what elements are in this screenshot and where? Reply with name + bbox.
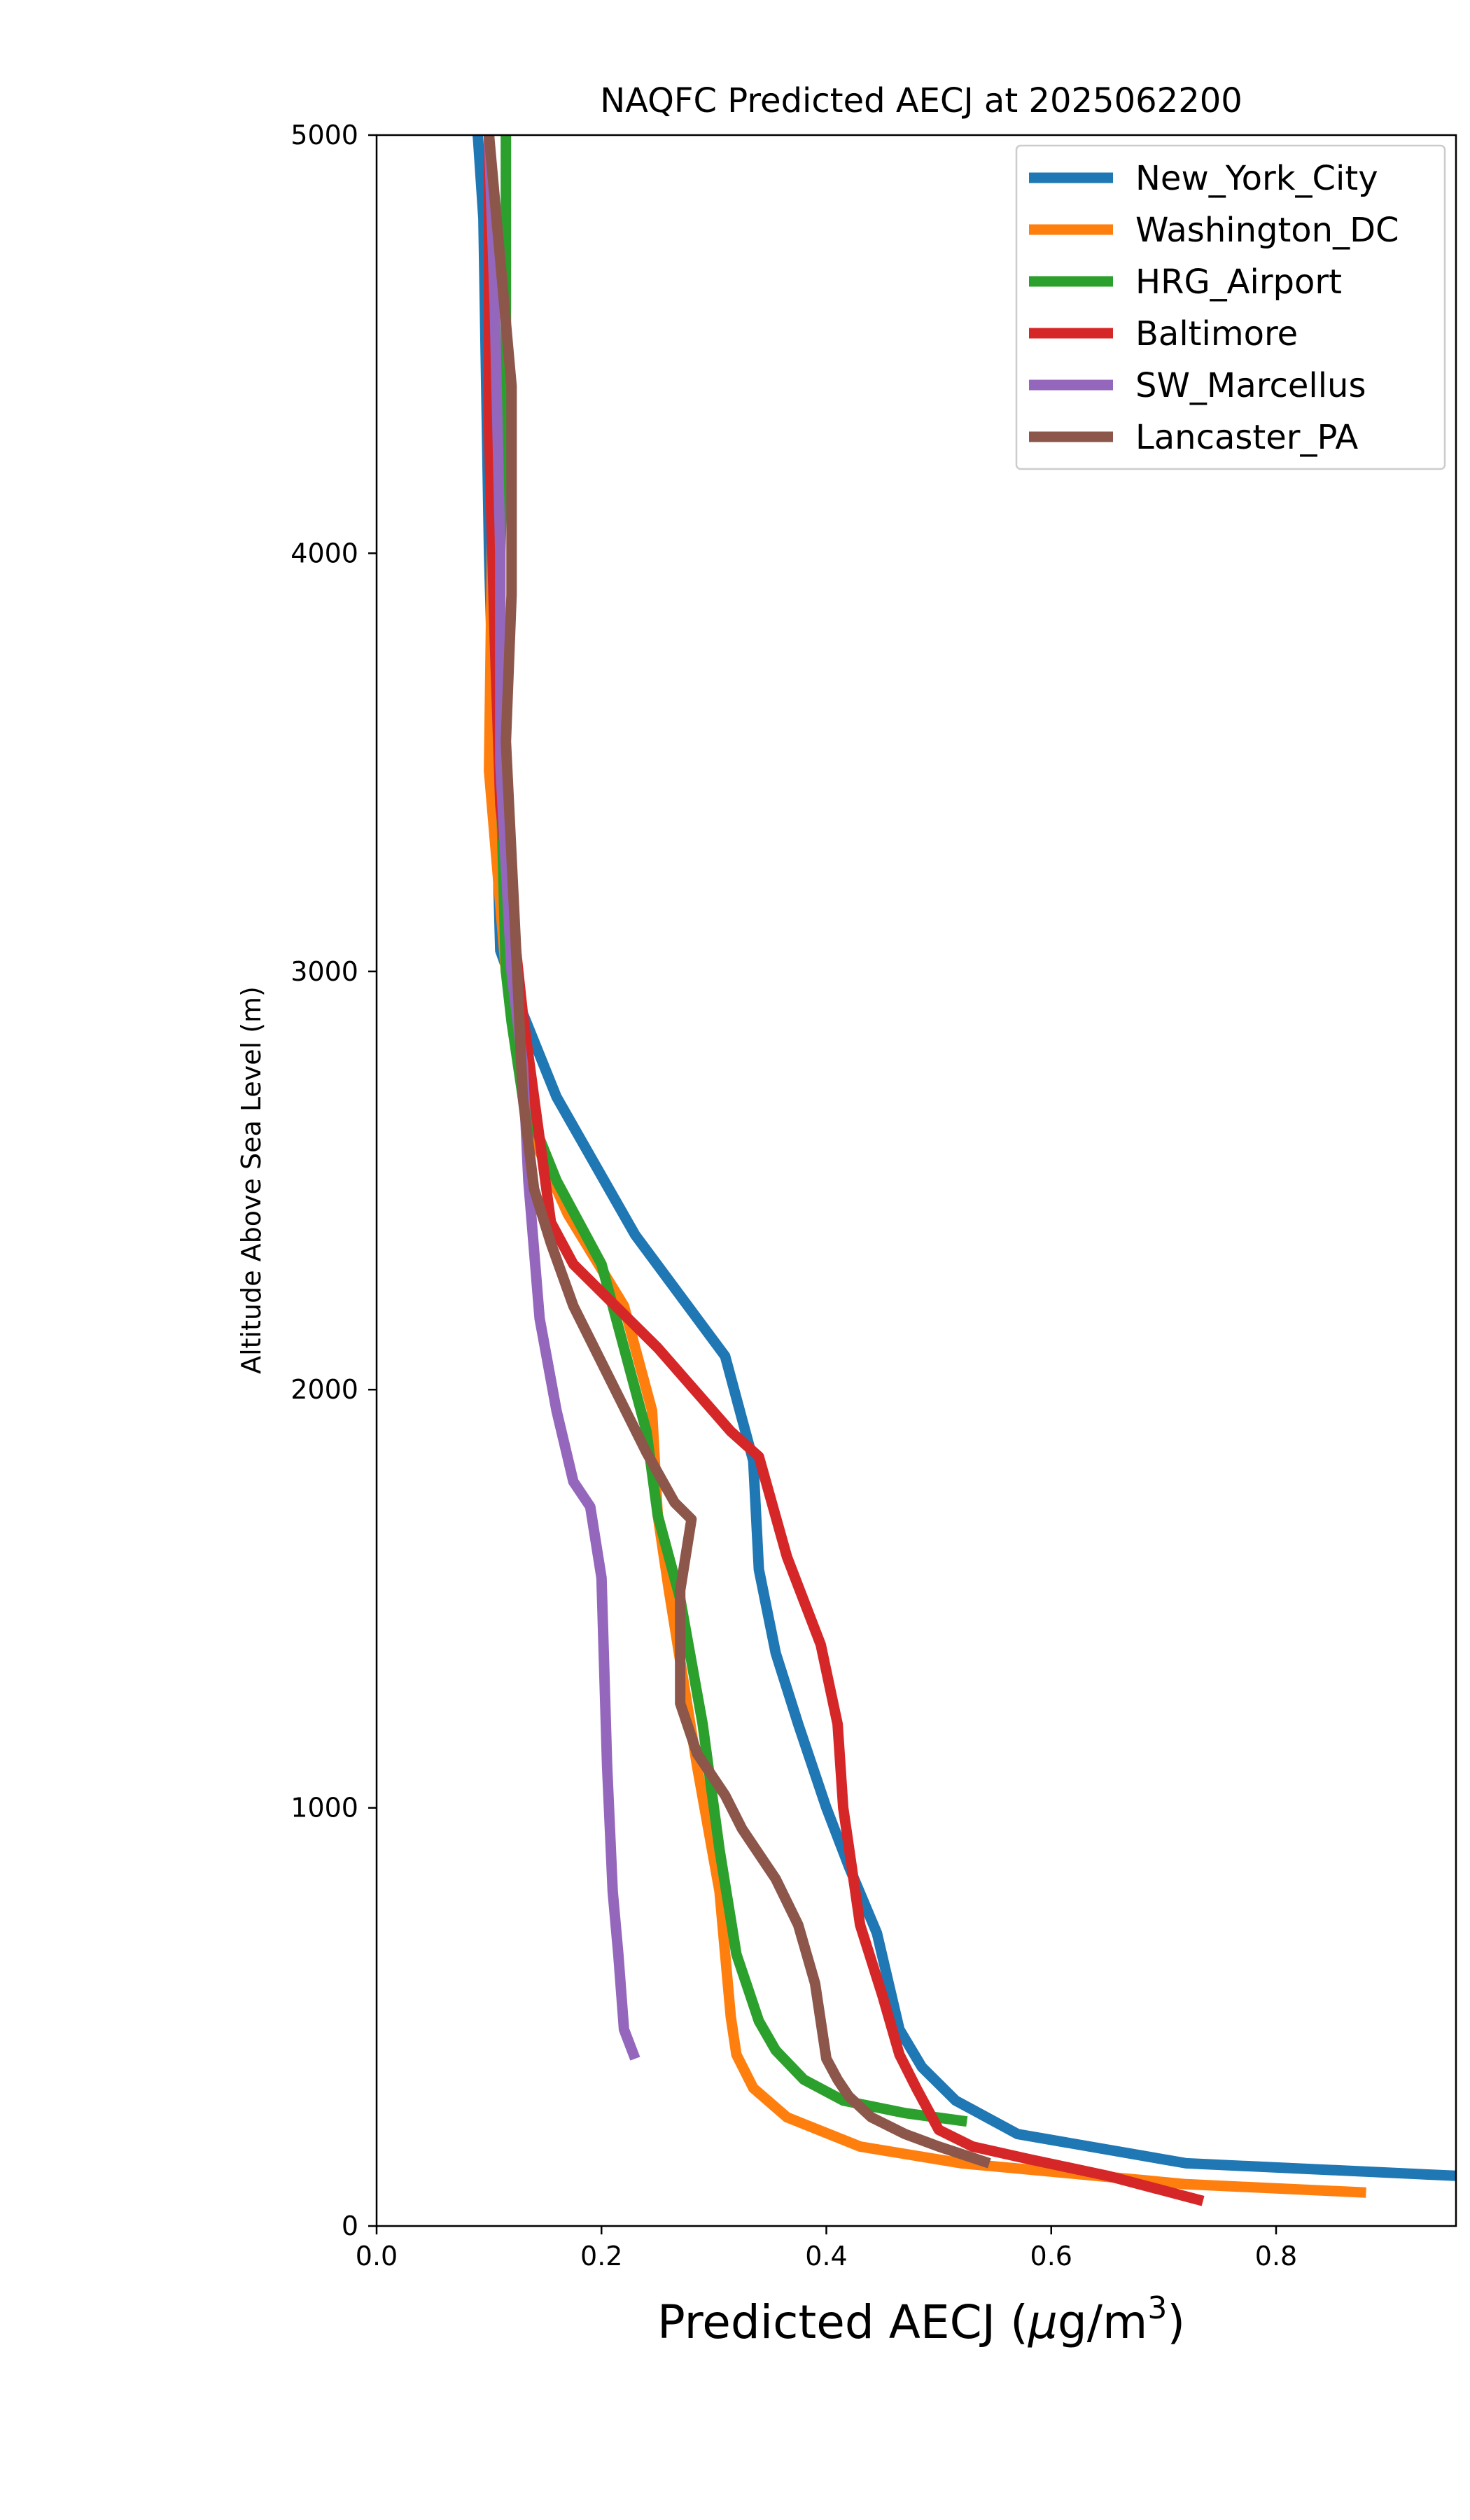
x-tick-label: 0.2	[580, 2241, 622, 2272]
plot-frame	[375, 134, 1457, 2227]
x-tick-label: 0.4	[805, 2241, 847, 2272]
y-tick-label: 0	[342, 2211, 358, 2241]
x-axis-label-unit: g/m	[1058, 2295, 1147, 2349]
x-tick-label: 0.8	[1255, 2241, 1297, 2272]
y-tick-label: 3000	[290, 956, 358, 987]
legend-label: Baltimore	[1135, 314, 1298, 354]
x-axis-label-mu: μ	[1028, 2295, 1058, 2349]
x-axis-label-superscript: 3	[1147, 2290, 1167, 2326]
legend-items: New_York_City Washington_DC HRG_Airport Bal…	[1029, 159, 1399, 457]
chart-title: NAQFC Predicted AECJ at 2025062200	[600, 81, 1242, 120]
x-tick-label: 0.6	[1030, 2241, 1072, 2272]
x-axis-label-close: )	[1167, 2295, 1185, 2349]
y-tick-label: 1000	[290, 1793, 358, 1823]
legend: New_York_City Washington_DC HRG_Airport Bal…	[1015, 144, 1446, 470]
legend-frame	[1015, 144, 1446, 470]
y-axis-label: Altitude Above Sea Level (m)	[236, 986, 267, 1374]
legend-label: Lancaster_PA	[1135, 418, 1358, 457]
x-axis-ticks: 0.0 0.2 0.4 0.6 0.8	[356, 2226, 1297, 2272]
x-axis-label-main: Predicted AECJ (	[657, 2295, 1028, 2349]
legend-label: New_York_City	[1135, 159, 1378, 198]
x-tick-label: 0.0	[356, 2241, 398, 2272]
y-tick-label: 4000	[290, 538, 358, 568]
legend-label: HRG_Airport	[1135, 262, 1342, 302]
series-line-lancaster-pa	[484, 135, 991, 2169]
series-line-sw-marcellus	[484, 135, 640, 2061]
series-layer	[472, 135, 1456, 2206]
y-tick-label: 2000	[290, 1374, 358, 1405]
y-axis-ticks: 0 1000 2000 3000 4000 5000	[290, 120, 377, 2241]
x-axis-label: Predicted AECJ (μg/m3)	[657, 2290, 1185, 2349]
legend-label: SW_Marcellus	[1135, 366, 1366, 405]
y-tick-label: 5000	[290, 120, 358, 150]
legend-label: Washington_DC	[1135, 211, 1399, 250]
